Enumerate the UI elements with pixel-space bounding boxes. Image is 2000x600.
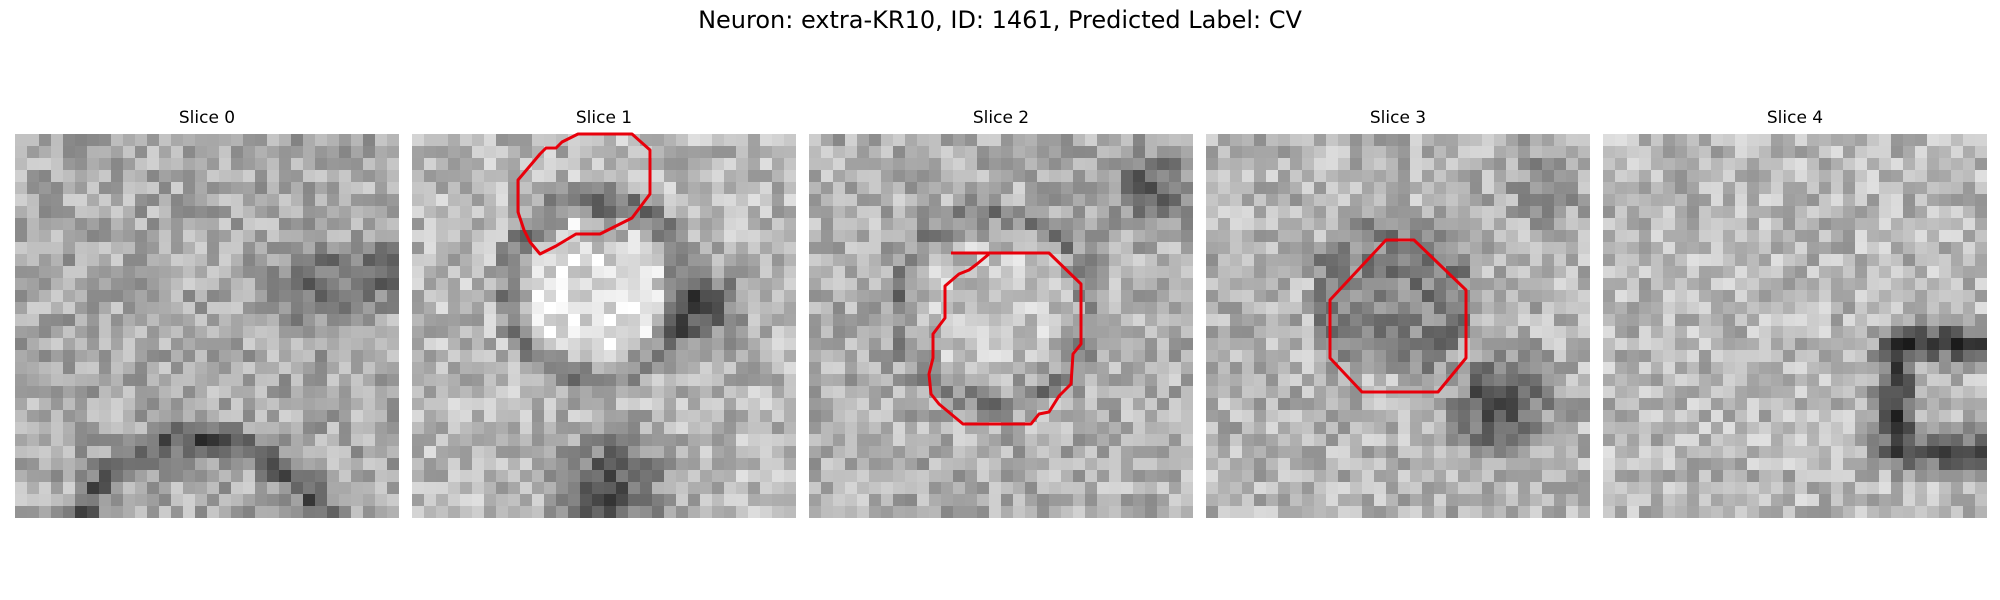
contour-overlay-2	[927, 251, 1083, 426]
segmentation-contour	[516, 132, 652, 256]
contour-overlay-3	[1328, 238, 1468, 394]
slice-title-1: Slice 1	[575, 108, 633, 128]
slice-title-2: Slice 2	[972, 108, 1030, 128]
segmentation-contour	[1328, 238, 1468, 394]
segmentation-contour	[927, 251, 1083, 426]
figure-title: Neuron: extra-KR10, ID: 1461, Predicted …	[698, 6, 1302, 34]
slice-title-0: Slice 0	[178, 108, 236, 128]
slice-image-4	[1603, 134, 1987, 518]
contour-overlay-1	[516, 132, 652, 256]
slice-image-2	[809, 134, 1193, 518]
slice-image-0	[15, 134, 399, 518]
slice-image-3	[1206, 134, 1590, 518]
slice-title-3: Slice 3	[1369, 108, 1427, 128]
slice-title-4: Slice 4	[1766, 108, 1824, 128]
slice-image-1	[412, 134, 796, 518]
